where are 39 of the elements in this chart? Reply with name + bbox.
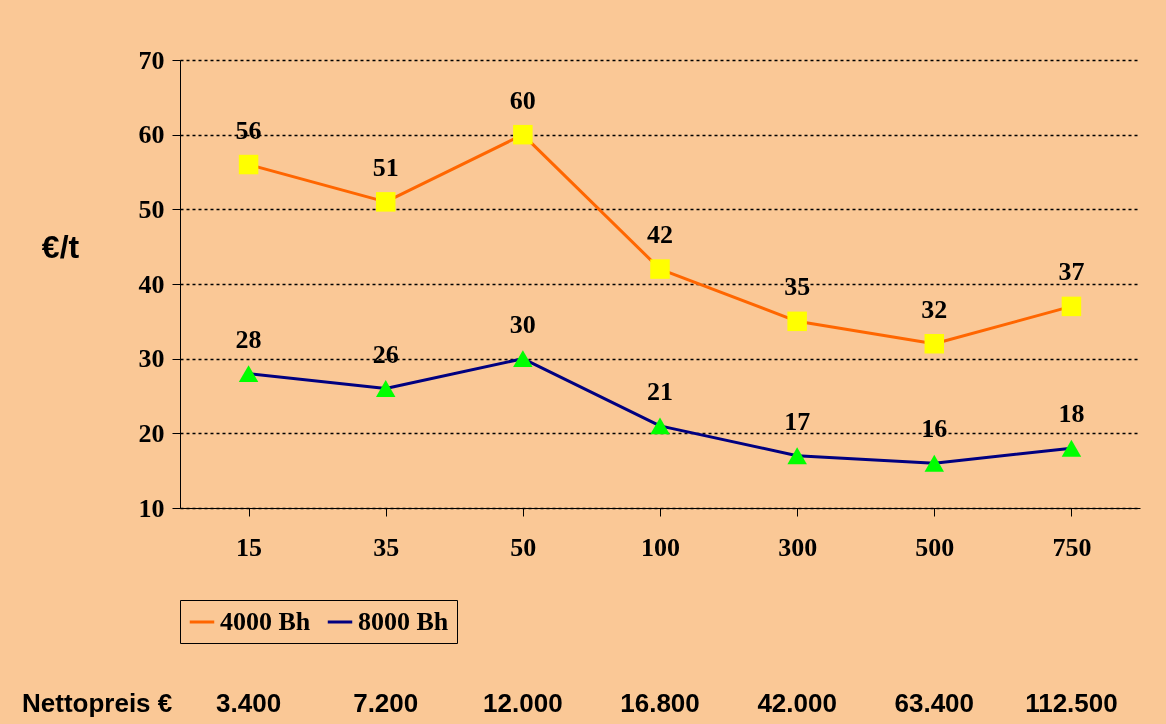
data-label: 56 bbox=[235, 115, 262, 145]
y-tick-label: 30 bbox=[138, 344, 165, 374]
text: 3.400 bbox=[216, 688, 282, 718]
data-label: 18 bbox=[1058, 399, 1085, 429]
y-tick-label: 60 bbox=[138, 120, 165, 150]
data-label: 17 bbox=[784, 406, 811, 436]
y-axis-title: €/t bbox=[41, 228, 80, 265]
text: 16.800 bbox=[620, 688, 700, 718]
data-label: 26 bbox=[372, 339, 399, 369]
x-tick-label: 100 bbox=[641, 532, 680, 562]
data-label: 37 bbox=[1058, 257, 1085, 287]
legend-label: 8000 Bh bbox=[358, 607, 449, 636]
x-tick-label: 500 bbox=[915, 532, 955, 562]
y-tick-label: 70 bbox=[138, 45, 165, 75]
data-label: 42 bbox=[647, 220, 673, 250]
legend-label: 4000 Bh bbox=[220, 607, 311, 636]
text: 63.400 bbox=[894, 688, 975, 718]
data-label: 28 bbox=[235, 324, 262, 354]
text: Nettopreis € bbox=[22, 688, 173, 718]
data-label: 60 bbox=[509, 85, 536, 115]
data-label: 51 bbox=[372, 152, 399, 182]
y-tick-label: 40 bbox=[138, 269, 165, 299]
data-label: 35 bbox=[784, 272, 811, 302]
x-tick-label: 50 bbox=[510, 532, 537, 562]
text: 42.000 bbox=[757, 688, 837, 718]
y-tick-label: 10 bbox=[138, 493, 165, 523]
text: 112.500 bbox=[1025, 688, 1118, 718]
data-label: 21 bbox=[647, 376, 673, 406]
data-label: 16 bbox=[921, 414, 948, 444]
x-tick-label: 750 bbox=[1052, 532, 1092, 562]
x-tick-label: 35 bbox=[373, 532, 400, 562]
x-tick-label: 300 bbox=[778, 532, 818, 562]
text: 12.000 bbox=[483, 688, 563, 718]
y-tick-label: 20 bbox=[138, 418, 165, 448]
data-label: 30 bbox=[509, 309, 536, 339]
y-tick-label: 50 bbox=[138, 194, 165, 224]
text: 7.200 bbox=[353, 688, 419, 718]
x-tick-label: 15 bbox=[236, 532, 263, 562]
data-label: 32 bbox=[921, 294, 948, 324]
